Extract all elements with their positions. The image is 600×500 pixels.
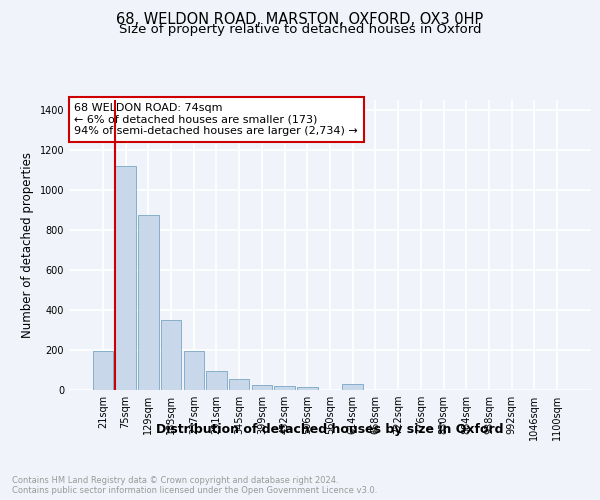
Bar	[115, 166, 136, 390]
Bar	[251, 385, 272, 390]
Y-axis label: Number of detached properties: Number of detached properties	[21, 152, 34, 338]
Bar	[206, 370, 227, 390]
Bar	[93, 350, 113, 390]
Text: 68, WELDON ROAD, MARSTON, OXFORD, OX3 0HP: 68, WELDON ROAD, MARSTON, OXFORD, OX3 0H…	[116, 12, 484, 28]
Bar	[184, 352, 204, 390]
Bar	[229, 379, 250, 390]
Bar	[138, 215, 158, 390]
Bar	[274, 386, 295, 390]
Text: Distribution of detached houses by size in Oxford: Distribution of detached houses by size …	[156, 422, 504, 436]
Bar	[343, 384, 363, 390]
Text: 68 WELDON ROAD: 74sqm
← 6% of detached houses are smaller (173)
94% of semi-deta: 68 WELDON ROAD: 74sqm ← 6% of detached h…	[74, 103, 358, 136]
Bar	[297, 387, 317, 390]
Text: Size of property relative to detached houses in Oxford: Size of property relative to detached ho…	[119, 22, 481, 36]
Text: Contains HM Land Registry data © Crown copyright and database right 2024.
Contai: Contains HM Land Registry data © Crown c…	[12, 476, 377, 495]
Bar	[161, 320, 181, 390]
